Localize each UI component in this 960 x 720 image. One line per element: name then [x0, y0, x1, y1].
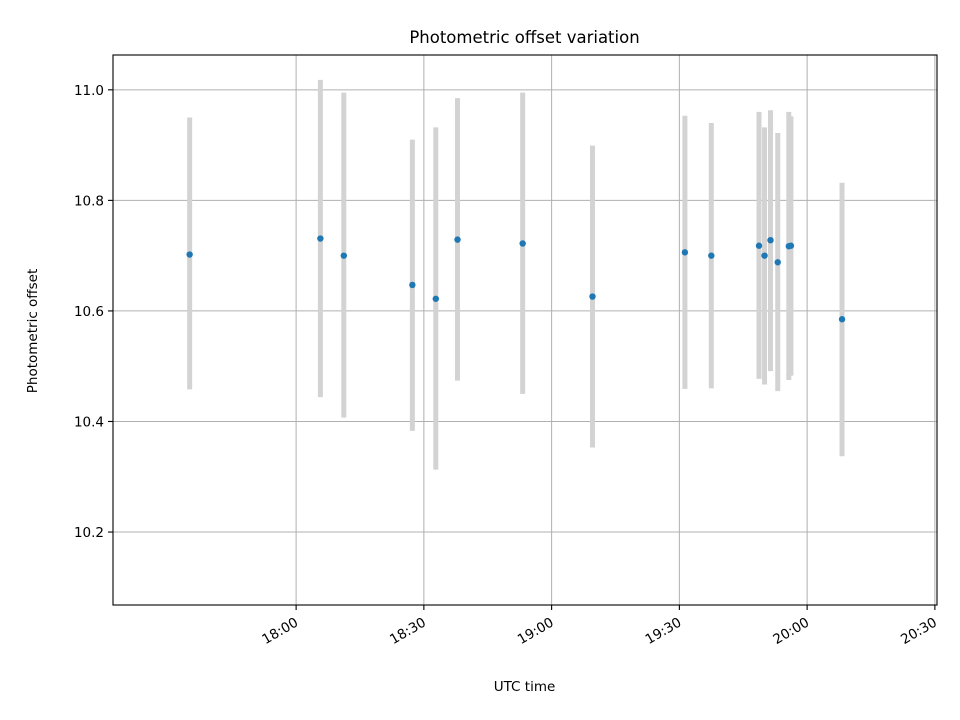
y-tick-label: 10.4 [74, 414, 104, 430]
y-axis-ticks: 10.2 10.4 10.6 10.8 11.0 [74, 83, 113, 541]
x-axis-label: UTC time [494, 679, 556, 695]
data-point [787, 242, 795, 249]
data-point [409, 281, 416, 289]
y-tick-label: 10.6 [74, 304, 104, 320]
data-point [317, 235, 324, 242]
data-point [767, 236, 774, 244]
data-point [589, 293, 596, 300]
data-point [454, 236, 461, 243]
data-point [519, 240, 526, 247]
data-point [761, 252, 768, 259]
y-tick-label: 10.8 [74, 193, 104, 209]
y-tick-label: 11.0 [74, 83, 104, 99]
chart-title: Photometric offset variation [409, 28, 639, 47]
data-point [838, 316, 846, 323]
data-point [186, 251, 193, 258]
data-point [681, 249, 689, 256]
data-point [708, 252, 715, 259]
data-point [340, 252, 348, 259]
data-point [432, 295, 439, 302]
y-axis-label: Photometric offset [25, 269, 41, 393]
y-tick-label: 10.2 [74, 525, 104, 541]
data-point [774, 259, 781, 266]
data-point [755, 242, 763, 249]
plot-frame [112, 54, 938, 606]
data-points [186, 235, 846, 323]
